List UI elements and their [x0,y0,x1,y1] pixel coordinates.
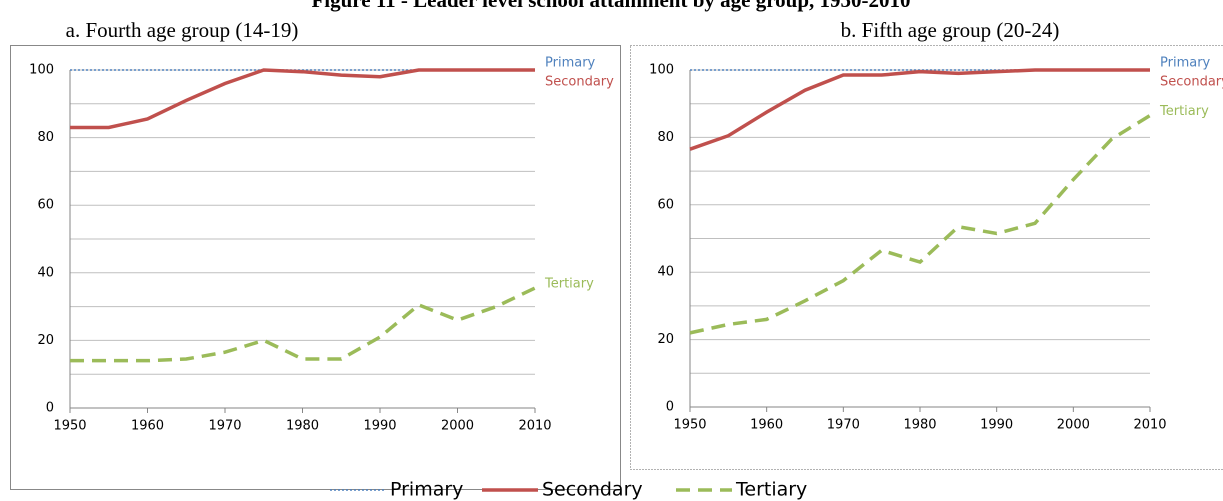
series-label: Tertiary [544,277,594,292]
y-tick-label: 80 [37,130,54,145]
series-line [689,68,1150,151]
y-tick-label: 0 [666,400,674,415]
series-label: Tertiary [1159,104,1209,119]
y-tick-label: 100 [649,63,674,78]
series-label: Secondary [545,75,614,90]
panel-title: b. Fifth age group (20-24) [841,18,1060,42]
legend-label: Tertiary [735,479,807,501]
legend-label: Secondary [542,479,643,501]
y-tick-label: 60 [37,198,54,213]
series-label: Primary [545,56,596,71]
x-tick-label: 1990 [980,418,1013,433]
x-tick-label: 1950 [673,418,706,433]
figure-title: Figure 11 - Leader level school attainme… [311,0,910,12]
panel-title: a. Fourth age group (14-19) [66,18,299,42]
x-tick-label: 2010 [518,419,551,434]
y-tick-label: 40 [37,265,54,280]
x-tick-label: 1950 [53,419,86,434]
x-tick-label: 1960 [750,418,783,433]
y-tick-label: 100 [29,63,54,78]
y-tick-label: 60 [657,197,674,212]
legend-label: Primary [390,479,463,501]
panel-frame [630,45,1223,470]
y-tick-label: 80 [657,130,674,145]
y-tick-label: 20 [657,332,674,347]
y-tick-label: 40 [657,265,674,280]
panel-frame [10,45,621,490]
x-tick-label: 2000 [441,419,474,434]
series-label: Secondary [1160,75,1223,90]
x-tick-label: 1960 [131,419,164,434]
x-tick-label: 1980 [286,419,319,434]
x-tick-label: 1990 [363,419,396,434]
x-tick-label: 1970 [827,418,860,433]
x-tick-label: 2010 [1133,418,1166,433]
x-tick-label: 1970 [208,419,241,434]
series-line [70,68,535,130]
series-line [689,114,1151,335]
series-line [70,286,536,363]
x-tick-label: 1980 [903,418,936,433]
y-tick-label: 20 [37,333,54,348]
series-label: Primary [1160,56,1211,71]
y-tick-label: 0 [46,401,54,416]
x-tick-label: 2000 [1057,418,1090,433]
